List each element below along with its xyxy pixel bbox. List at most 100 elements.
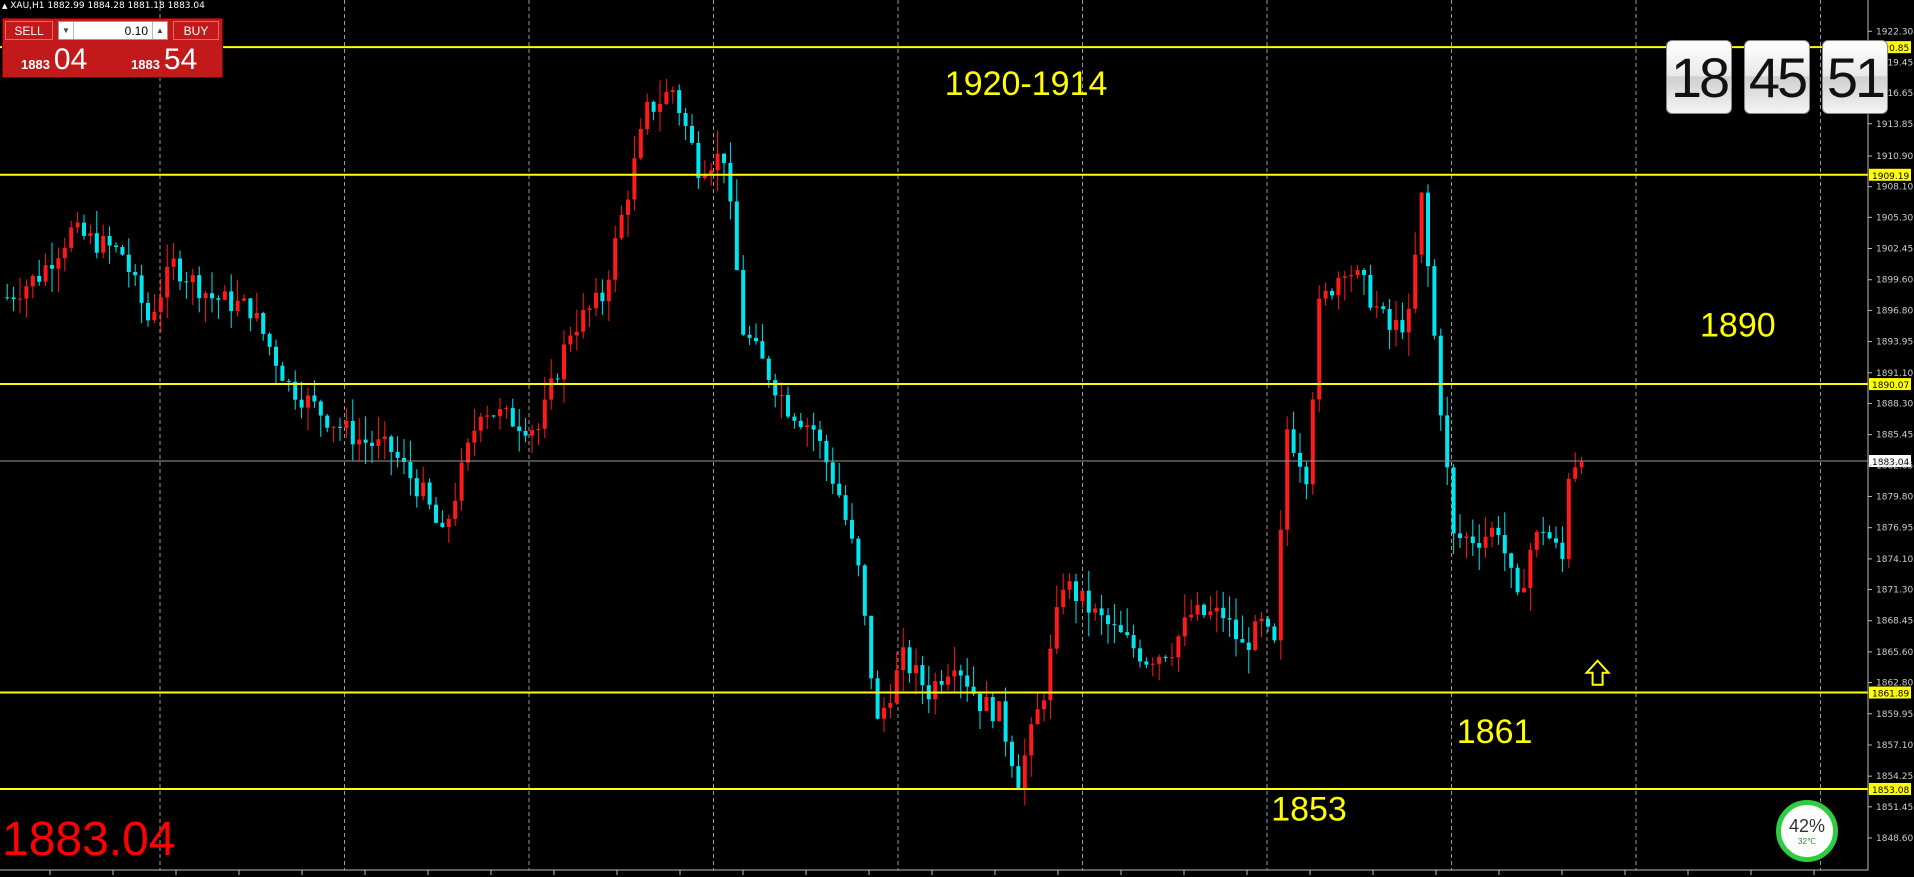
candle-body bbox=[408, 461, 413, 479]
sell-button[interactable]: SELL bbox=[5, 21, 53, 40]
price-axis: 1922.30 1919.45 1916.65 1913.85 1910.90 1908.… bbox=[1867, 0, 1913, 870]
price-tick-label: 1868.45 bbox=[1876, 617, 1913, 627]
sell-quote[interactable]: 1883 04 bbox=[21, 43, 87, 76]
buy-quote[interactable]: 1883 54 bbox=[131, 43, 197, 76]
candle-body bbox=[62, 247, 67, 259]
candle-body bbox=[1253, 621, 1258, 650]
candle-body bbox=[1374, 306, 1379, 308]
candle-body bbox=[1195, 604, 1200, 615]
chart-annotations: 1920-1914 1890 1861 1853 1883.04 bbox=[2, 65, 1776, 866]
buy-button[interactable]: BUY bbox=[173, 21, 219, 40]
candle-body bbox=[1016, 766, 1021, 789]
candle-body bbox=[504, 408, 509, 410]
candle-body bbox=[229, 291, 234, 312]
candle-body bbox=[978, 693, 982, 712]
price-tick-label: 1922.30 bbox=[1876, 27, 1913, 37]
candle-body bbox=[286, 380, 291, 382]
candle-body bbox=[1054, 607, 1059, 649]
candle-body bbox=[1573, 467, 1578, 479]
candle-body bbox=[331, 426, 336, 428]
candle-body bbox=[830, 462, 835, 484]
candle-body bbox=[248, 298, 253, 319]
candle-body bbox=[1400, 320, 1405, 333]
level-tag bbox=[1869, 168, 1911, 181]
candle-body bbox=[600, 292, 605, 302]
candle-body bbox=[517, 426, 522, 432]
candle-body bbox=[1074, 581, 1078, 602]
candle-body bbox=[152, 311, 157, 321]
price-tick-label: 1891.10 bbox=[1876, 369, 1913, 379]
candle-body bbox=[1022, 755, 1027, 789]
candle-body bbox=[485, 415, 490, 417]
candle-body bbox=[242, 298, 246, 301]
one-click-trade-panel: SELL ▼ 0.10 ▲ BUY 1883 04 1883 54 bbox=[2, 18, 223, 78]
candle-body bbox=[1522, 588, 1526, 593]
lot-decrease-icon[interactable]: ▼ bbox=[59, 22, 74, 39]
lot-increase-icon[interactable]: ▲ bbox=[152, 22, 167, 39]
candle-body bbox=[466, 442, 470, 463]
candle-body bbox=[1483, 536, 1488, 548]
flip-clock: 18 45 51 bbox=[1666, 40, 1888, 114]
candle-body bbox=[120, 247, 125, 255]
candle-body bbox=[1029, 724, 1034, 756]
candle-body bbox=[875, 678, 880, 719]
support-resistance-lines[interactable]: 1920.85 1909.19 1890.07 1861.89 1853.08 1883.… bbox=[0, 41, 1911, 796]
candle-body bbox=[18, 298, 22, 300]
candle-body bbox=[139, 275, 144, 303]
candle-body bbox=[722, 153, 726, 163]
candle-body bbox=[709, 170, 714, 176]
candle-body bbox=[626, 199, 630, 215]
system-monitor-widget[interactable]: 42% 32℃ bbox=[1776, 800, 1838, 862]
candle-body bbox=[734, 201, 739, 271]
candle-body bbox=[498, 409, 502, 417]
price-tick-label: 1874.10 bbox=[1876, 555, 1913, 565]
candle-body bbox=[389, 436, 394, 452]
candle-body bbox=[1246, 642, 1251, 650]
candle-body bbox=[952, 670, 957, 677]
candle-body bbox=[325, 415, 330, 428]
candle-body bbox=[338, 426, 342, 428]
candle-body bbox=[30, 275, 35, 287]
candle-body bbox=[786, 394, 790, 417]
candle-body bbox=[1541, 531, 1546, 533]
candle-body bbox=[306, 395, 310, 408]
candle-body bbox=[824, 440, 829, 463]
level-label: 1853.08 bbox=[1872, 786, 1909, 796]
price-tick-label: 1885.45 bbox=[1876, 431, 1913, 441]
candle-body bbox=[1317, 298, 1322, 400]
sell-quote-small: 1883 bbox=[21, 57, 50, 72]
candle-body bbox=[990, 697, 995, 722]
lot-size-input[interactable]: ▼ 0.10 ▲ bbox=[58, 21, 168, 40]
candle-body bbox=[1298, 452, 1302, 467]
candle-body bbox=[914, 665, 918, 674]
candle-body bbox=[779, 394, 784, 396]
candle-body bbox=[555, 378, 560, 380]
candle-body bbox=[1560, 542, 1565, 559]
candle-body bbox=[446, 518, 451, 528]
candle-body bbox=[536, 428, 541, 431]
candle-body bbox=[1150, 663, 1155, 665]
candle-body bbox=[1272, 626, 1277, 641]
candle-body bbox=[1502, 535, 1507, 554]
candle-body bbox=[56, 258, 61, 269]
candle-body bbox=[818, 429, 822, 441]
clock-minutes: 45 bbox=[1744, 40, 1810, 114]
candle-body bbox=[478, 416, 483, 431]
candle-body bbox=[1566, 478, 1571, 559]
candle-body bbox=[491, 415, 496, 417]
candle-body bbox=[619, 214, 624, 239]
candle-body bbox=[50, 265, 54, 269]
candle-body bbox=[1496, 527, 1501, 536]
candle-body bbox=[376, 439, 381, 446]
price-tick-label: 1854.25 bbox=[1876, 772, 1913, 782]
candle-body bbox=[267, 333, 272, 347]
candle-body bbox=[837, 483, 842, 496]
candle-body bbox=[1394, 320, 1398, 330]
candle-body bbox=[190, 275, 195, 283]
candle-body bbox=[427, 482, 432, 505]
price-tick-label: 1857.10 bbox=[1876, 741, 1913, 751]
candle-body bbox=[1093, 608, 1098, 613]
candle-body bbox=[1259, 618, 1264, 622]
candle-body bbox=[1355, 270, 1360, 276]
